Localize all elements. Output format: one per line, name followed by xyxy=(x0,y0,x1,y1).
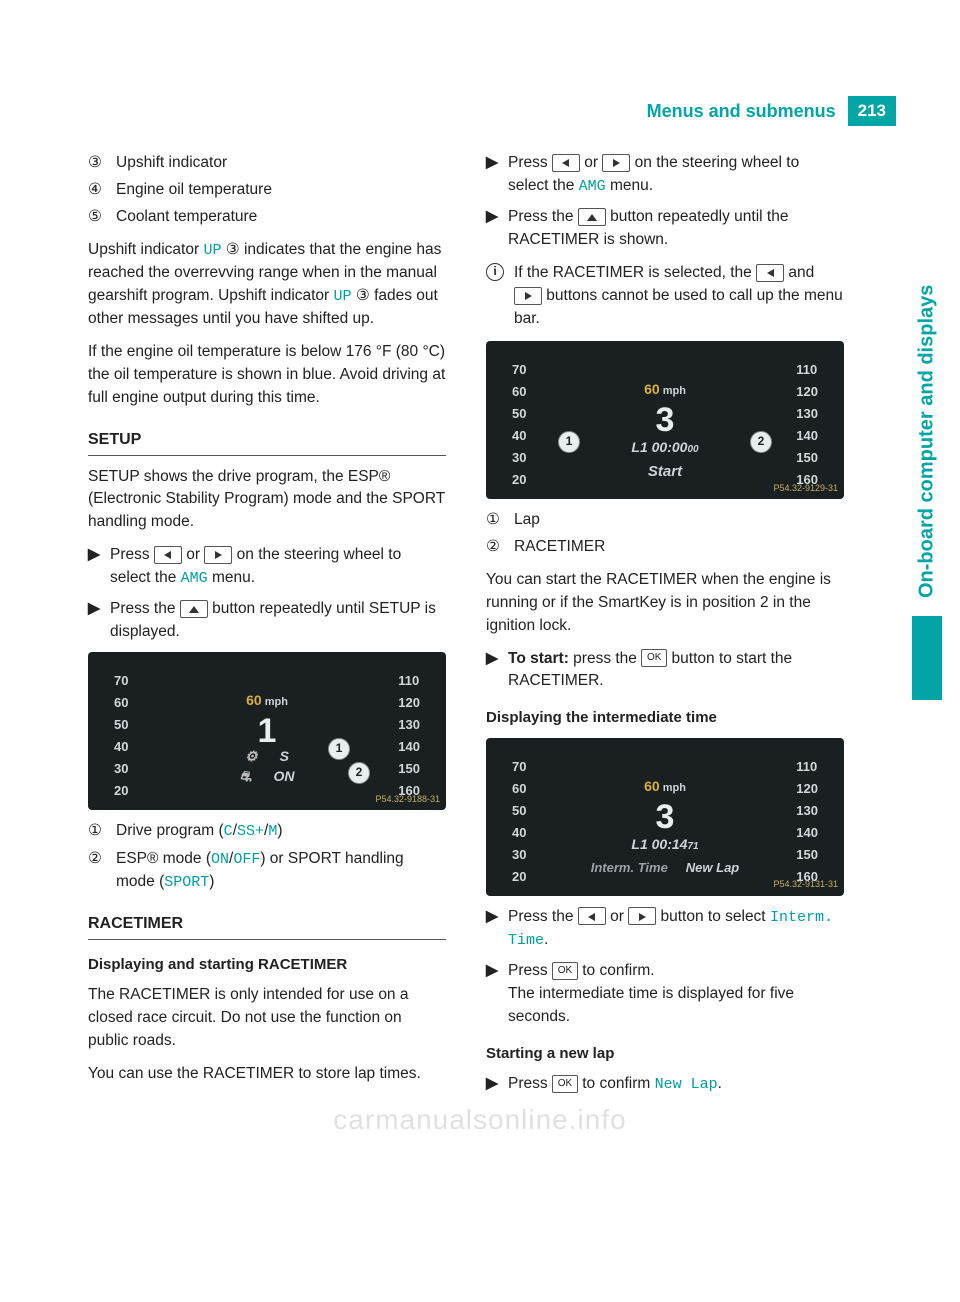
up-arrow-key xyxy=(578,208,606,226)
body-text: SETUP shows the drive program, the ESP® … xyxy=(88,466,446,535)
legend-text: Lap xyxy=(514,509,844,532)
ok-key: OK xyxy=(552,962,578,980)
step-bullet: ▶ xyxy=(486,960,500,1029)
body-text: The RACETIMER is only intended for use o… xyxy=(88,984,446,1053)
instruction-step: ▶ Press or on the steering wheel to sele… xyxy=(88,544,446,590)
legend-text: Engine oil temperature xyxy=(116,179,446,202)
callout-1: 1 xyxy=(328,738,350,760)
legend-marker: ② xyxy=(486,536,504,559)
legend-item: ① Drive program (C/SS+/M) xyxy=(88,820,446,843)
intermediate-time-illustration: 70 60 50 40 30 20 110 120 130 140 150 16… xyxy=(486,738,844,896)
up-arrow-key xyxy=(180,600,208,618)
instruction-step: ▶ Press the button repeatedly until SETU… xyxy=(88,598,446,644)
legend-marker: ① xyxy=(88,820,106,843)
step-text: Press the button repeatedly until the RA… xyxy=(508,206,844,252)
ok-key: OK xyxy=(641,649,667,667)
left-arrow-key xyxy=(578,907,606,925)
right-arrow-key xyxy=(628,907,656,925)
subsection-heading: Displaying the intermediate time xyxy=(486,707,844,729)
legend-text: Coolant temperature xyxy=(116,206,446,229)
chapter-tab: On-board computer and displays xyxy=(912,140,942,700)
right-arrow-key xyxy=(514,287,542,305)
legend-text: Drive program (C/SS+/M) xyxy=(116,820,446,843)
left-arrow-key xyxy=(756,264,784,282)
left-column: ③ Upshift indicator ④ Engine oil tempera… xyxy=(88,152,446,1104)
step-bullet: ▶ xyxy=(486,1073,500,1096)
legend-marker: ② xyxy=(88,848,106,894)
chapter-tab-bar xyxy=(912,616,942,700)
legend-marker: ① xyxy=(486,509,504,532)
subsection-heading: Displaying and starting RACETIMER xyxy=(88,954,446,976)
racetimer-display-illustration: 70 60 50 40 30 20 110 120 130 140 150 16… xyxy=(486,341,844,499)
legend-text: RACETIMER xyxy=(514,536,844,559)
watermark: carmanualsonline.info xyxy=(0,1104,960,1136)
step-bullet: ▶ xyxy=(486,152,500,198)
step-bullet: ▶ xyxy=(486,206,500,252)
step-bullet: ▶ xyxy=(486,906,500,952)
info-note: i If the RACETIMER is selected, the and … xyxy=(486,262,844,331)
body-text: If the engine oil temperature is below 1… xyxy=(88,341,446,410)
legend-item: ⑤ Coolant temperature xyxy=(88,206,446,229)
legend-marker: ③ xyxy=(88,152,106,175)
legend-text: Upshift indicator xyxy=(116,152,446,175)
step-text: Press or on the steering wheel to select… xyxy=(508,152,844,198)
instruction-step: ▶ Press OK to confirm New Lap. xyxy=(486,1073,844,1096)
section-heading-setup: SETUP xyxy=(88,428,446,456)
step-bullet: ▶ xyxy=(88,544,102,590)
legend-item: ③ Upshift indicator xyxy=(88,152,446,175)
callout-2: 2 xyxy=(750,431,772,453)
figure-code: P54.32-9188-31 xyxy=(375,793,440,806)
step-text: Press the button repeatedly until SETUP … xyxy=(110,598,446,644)
step-bullet: ▶ xyxy=(88,598,102,644)
instruction-step: ▶ To start: press the OK button to start… xyxy=(486,648,844,694)
info-text: If the RACETIMER is selected, the and bu… xyxy=(514,262,844,331)
figure-code: P54.32-9129-31 xyxy=(773,482,838,495)
right-arrow-key xyxy=(204,546,232,564)
step-text: Press OK to confirm New Lap. xyxy=(508,1073,844,1096)
instruction-step: ▶ Press or on the steering wheel to sele… xyxy=(486,152,844,198)
header-page-number: 213 xyxy=(848,96,896,126)
legend-text: ESP® mode (ON/OFF) or SPORT handling mod… xyxy=(116,848,446,894)
ok-key: OK xyxy=(552,1075,578,1093)
body-text: You can use the RACETIMER to store lap t… xyxy=(88,1063,446,1086)
right-column: ▶ Press or on the steering wheel to sele… xyxy=(486,152,844,1104)
step-bullet: ▶ xyxy=(486,648,500,694)
subsection-heading: Starting a new lap xyxy=(486,1043,844,1065)
left-arrow-key xyxy=(552,154,580,172)
step-text: Press OK to confirm. The intermediate ti… xyxy=(508,960,844,1029)
legend-item: ① Lap xyxy=(486,509,844,532)
figure-code: P54.32-9131-31 xyxy=(773,878,838,891)
step-text: Press the or button to select Interm. Ti… xyxy=(508,906,844,952)
section-heading-racetimer: RACETIMER xyxy=(88,912,446,940)
legend-marker: ⑤ xyxy=(88,206,106,229)
page-header: Menus and submenus 213 xyxy=(647,96,896,126)
callout-2: 2 xyxy=(348,762,370,784)
instruction-step: ▶ Press OK to confirm. The intermediate … xyxy=(486,960,844,1029)
chapter-tab-label: On-board computer and displays xyxy=(912,178,942,598)
step-text: Press or on the steering wheel to select… xyxy=(110,544,446,590)
left-arrow-key xyxy=(154,546,182,564)
body-text: You can start the RACETIMER when the eng… xyxy=(486,569,844,638)
instruction-step: ▶ Press the or button to select Interm. … xyxy=(486,906,844,952)
callout-1: 1 xyxy=(558,431,580,453)
instruction-step: ▶ Press the button repeatedly until the … xyxy=(486,206,844,252)
right-arrow-key xyxy=(602,154,630,172)
setup-display-illustration: 70 60 50 40 30 20 110 120 130 140 150 16… xyxy=(88,652,446,810)
info-icon: i xyxy=(486,263,504,281)
manual-page: Menus and submenus 213 On-board computer… xyxy=(0,0,960,1144)
legend-item: ② ESP® mode (ON/OFF) or SPORT handling m… xyxy=(88,848,446,894)
header-title: Menus and submenus xyxy=(647,101,836,122)
legend-item: ④ Engine oil temperature xyxy=(88,179,446,202)
legend-marker: ④ xyxy=(88,179,106,202)
legend-item: ② RACETIMER xyxy=(486,536,844,559)
step-text: To start: press the OK button to start t… xyxy=(508,648,844,694)
body-text: Upshift indicator UP ③ indicates that th… xyxy=(88,239,446,331)
